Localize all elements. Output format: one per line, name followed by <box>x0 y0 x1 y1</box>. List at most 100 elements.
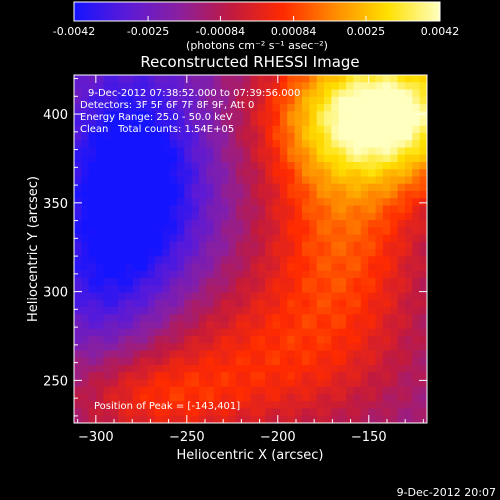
heatmap-pixel <box>199 350 207 359</box>
heatmap-pixel <box>250 75 259 83</box>
heatmap-pixel <box>213 96 222 105</box>
heatmap-pixel <box>368 241 377 250</box>
heatmap-pixel <box>294 401 303 410</box>
heatmap-pixel <box>294 82 303 91</box>
heatmap-pixel <box>346 234 355 243</box>
heatmap-pixel <box>419 408 427 417</box>
heatmap-pixel <box>88 249 97 257</box>
heatmap-pixel <box>360 198 369 207</box>
heatmap-pixel <box>279 234 288 243</box>
heatmap-pixel <box>250 249 259 257</box>
heatmap-pixel <box>169 220 178 228</box>
heatmap-pixel <box>309 336 318 344</box>
heatmap-pixel <box>213 82 222 91</box>
heatmap-pixel <box>140 249 149 257</box>
heatmap-pixel <box>360 270 369 279</box>
heatmap-pixel <box>316 415 325 423</box>
heatmap-pixel <box>353 307 362 315</box>
heatmap-pixel <box>221 401 230 410</box>
heatmap-pixel <box>382 212 391 221</box>
heatmap-pixel <box>81 169 90 178</box>
heatmap-pixel <box>257 183 266 192</box>
heatmap-pixel <box>88 198 97 207</box>
heatmap-pixel <box>221 408 230 417</box>
heatmap-pixel <box>360 104 369 112</box>
heatmap-pixel <box>272 212 281 221</box>
heatmap-pixel <box>140 278 149 286</box>
heatmap-pixel <box>265 176 274 185</box>
heatmap-pixel <box>118 82 127 91</box>
heatmap-pixel <box>309 263 318 272</box>
heatmap-pixel <box>346 357 355 366</box>
heatmap-pixel <box>272 183 281 192</box>
heatmap-pixel <box>125 292 134 301</box>
heatmap-pixel <box>390 372 399 381</box>
heatmap-pixel <box>184 227 193 236</box>
heatmap-pixel <box>353 183 362 192</box>
heatmap-pixel <box>346 285 355 294</box>
heatmap-pixel <box>81 205 90 214</box>
heatmap-pixel <box>184 263 193 272</box>
heatmap-pixel <box>412 415 421 423</box>
heatmap-pixel <box>154 350 163 359</box>
heatmap-pixel <box>375 133 384 141</box>
heatmap-pixel <box>360 299 369 308</box>
heatmap-pixel <box>316 227 325 236</box>
heatmap-pixel <box>162 198 171 207</box>
heatmap-pixel <box>324 89 332 98</box>
heatmap-pixel <box>213 125 222 134</box>
heatmap-pixel <box>206 198 215 207</box>
heatmap-pixel <box>103 140 112 149</box>
heatmap-pixel <box>199 89 207 98</box>
heatmap-pixel <box>346 96 355 105</box>
colorbar-tick-label: -0.0042 <box>53 25 95 38</box>
heatmap-pixel <box>419 234 427 243</box>
heatmap-pixel <box>169 365 178 373</box>
heatmap-pixel <box>206 292 215 301</box>
heatmap-pixel <box>221 256 230 265</box>
heatmap-pixel <box>309 125 318 134</box>
heatmap-pixel <box>221 336 230 344</box>
heatmap-pixel <box>154 241 163 250</box>
heatmap-pixel <box>176 198 185 207</box>
heatmap-pixel <box>368 336 377 344</box>
heatmap-pixel <box>265 299 274 308</box>
heatmap-pixel <box>81 415 90 423</box>
heatmap-pixel <box>375 198 384 207</box>
heatmap-pixel <box>235 314 244 323</box>
heatmap-pixel <box>279 212 288 221</box>
heatmap-pixel <box>404 234 413 243</box>
heatmap-pixel <box>103 212 112 221</box>
heatmap-pixel <box>368 212 377 221</box>
heatmap-pixel <box>118 408 127 417</box>
heatmap-pixel <box>279 147 288 156</box>
heatmap-pixel <box>191 415 200 423</box>
heatmap-pixel <box>301 321 310 330</box>
heatmap-pixel <box>147 278 156 286</box>
heatmap-pixel <box>206 249 215 257</box>
heatmap-pixel <box>88 191 97 199</box>
heatmap-pixel <box>324 350 332 359</box>
heatmap-pixel <box>103 147 112 156</box>
heatmap-pixel <box>382 401 391 410</box>
heatmap-pixel <box>301 357 310 366</box>
heatmap-pixel <box>309 118 318 127</box>
heatmap-pixel <box>265 183 274 192</box>
heatmap-pixel <box>110 372 119 381</box>
heatmap-pixel <box>294 191 303 199</box>
heatmap-pixel <box>324 394 332 402</box>
heatmap-pixel <box>404 314 413 323</box>
heatmap-pixel <box>140 401 149 410</box>
heatmap-pixel <box>235 343 244 352</box>
heatmap-pixel <box>382 336 391 344</box>
heatmap-pixel <box>162 191 171 199</box>
heatmap-pixel <box>228 96 237 105</box>
heatmap-pixel <box>324 328 332 337</box>
heatmap-pixel <box>301 263 310 272</box>
heatmap-pixel <box>154 386 163 395</box>
heatmap-pixel <box>397 198 406 207</box>
heatmap-pixel <box>191 89 200 98</box>
clean-label: Clean <box>80 124 108 135</box>
heatmap-pixel <box>390 162 399 170</box>
heatmap-pixel <box>368 227 377 236</box>
